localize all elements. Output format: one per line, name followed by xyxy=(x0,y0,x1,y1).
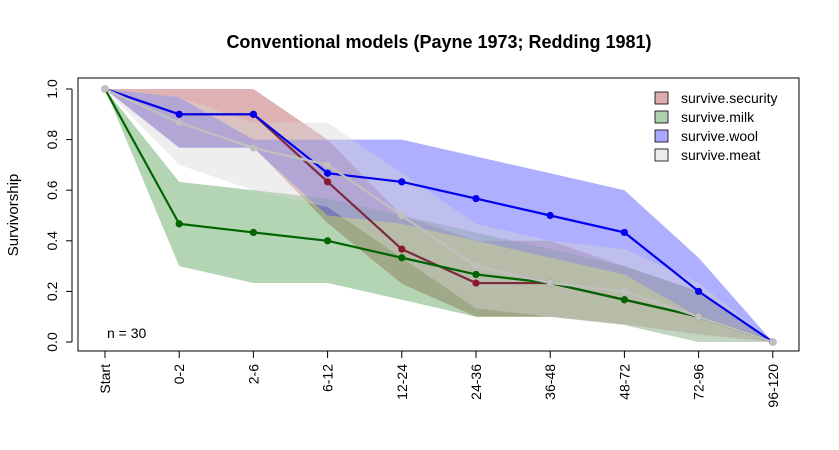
point-survive.meat-36-48 xyxy=(546,279,554,287)
point-survive.meat-2-6 xyxy=(249,144,257,152)
x-tick-label: Start xyxy=(97,364,113,394)
point-survive.milk-12-24 xyxy=(398,254,406,262)
legend-swatch-survive.meat xyxy=(654,148,669,162)
legend-label-survive.security: survive.security xyxy=(681,90,777,106)
point-survive.meat-24-36 xyxy=(472,262,480,270)
y-tick-label: 0.8 xyxy=(44,130,60,150)
y-axis: 0.0 0.2 0.4 0.6 0.8 1.0 xyxy=(44,79,73,352)
legend-swatch-survive.wool xyxy=(654,129,669,143)
line-survive.wool xyxy=(104,87,774,343)
legend-swatch-survive.milk xyxy=(654,110,669,124)
x-tick-label: 48-72 xyxy=(616,364,632,400)
x-tick-label: 12-24 xyxy=(394,364,410,400)
point-survive.wool-72-96 xyxy=(695,287,703,295)
legend-label-survive.wool: survive.wool xyxy=(681,128,758,144)
point-survive.security-24-36 xyxy=(472,279,480,287)
y-tick-label: 0.6 xyxy=(44,180,60,200)
point-survive.wool-36-48 xyxy=(546,211,554,220)
x-tick-label: 2-6 xyxy=(245,364,261,384)
point-survive.meat-Start xyxy=(101,85,109,93)
point-survive.meat-0-2 xyxy=(175,119,183,127)
legend-swatch-survive.security xyxy=(654,91,669,105)
y-tick-label: 0.2 xyxy=(44,281,60,301)
confidence-bands xyxy=(105,89,773,342)
point-survive.wool-24-36 xyxy=(472,194,480,203)
x-tick-label: 96-120 xyxy=(765,364,781,408)
point-survive.meat-6-12 xyxy=(324,161,332,169)
line-survive.milk xyxy=(104,88,774,344)
x-tick-label: 72-96 xyxy=(691,364,707,400)
chart-title: Conventional models (Payne 1973; Redding… xyxy=(226,32,651,52)
x-tick-label: 0-2 xyxy=(171,364,187,384)
point-survive.milk-6-12 xyxy=(324,237,332,245)
point-survive.meat-12-24 xyxy=(398,211,406,220)
point-survive.wool-12-24 xyxy=(398,178,406,186)
point-survive.wool-6-12 xyxy=(324,169,332,177)
point-survive.milk-0-2 xyxy=(175,220,183,228)
legend: survive.security survive.milk survive.wool… xyxy=(654,90,777,163)
point-survive.wool-48-72 xyxy=(620,228,629,237)
legend-label-survive.meat: survive.meat xyxy=(681,147,760,163)
point-survive.milk-24-36 xyxy=(472,270,480,279)
point-survive.milk-48-72 xyxy=(620,296,629,304)
legend-label-survive.milk: survive.milk xyxy=(681,109,755,125)
point-survive.milk-2-6 xyxy=(249,228,257,237)
x-tick-label: 6-12 xyxy=(320,364,336,392)
point-survive.meat-48-72 xyxy=(620,287,629,295)
x-tick-label: 36-48 xyxy=(542,364,558,400)
point-survive.security-6-12 xyxy=(324,178,332,186)
band-survive.milk xyxy=(105,89,773,342)
x-tick-label: 24-36 xyxy=(468,364,484,400)
y-axis-label: Survivorship xyxy=(5,174,22,257)
sample-size-annotation: n = 30 xyxy=(107,325,147,341)
series-points xyxy=(101,85,777,346)
y-tick-label: 1.0 xyxy=(44,79,60,99)
series-lines xyxy=(104,87,774,344)
point-survive.meat-72-96 xyxy=(695,313,703,321)
line-survive.meat xyxy=(104,87,774,344)
point-survive.wool-2-6 xyxy=(249,110,257,118)
y-tick-label: 0.4 xyxy=(44,231,60,251)
y-tick-label: 0.0 xyxy=(44,332,60,352)
point-survive.security-12-24 xyxy=(398,245,406,253)
x-axis: Start 0-2 2-6 6-12 12-24 24-36 36-48 48-72 72-96… xyxy=(97,350,781,408)
point-survive.meat-96-120 xyxy=(769,338,777,346)
point-survive.wool-0-2 xyxy=(175,110,183,118)
